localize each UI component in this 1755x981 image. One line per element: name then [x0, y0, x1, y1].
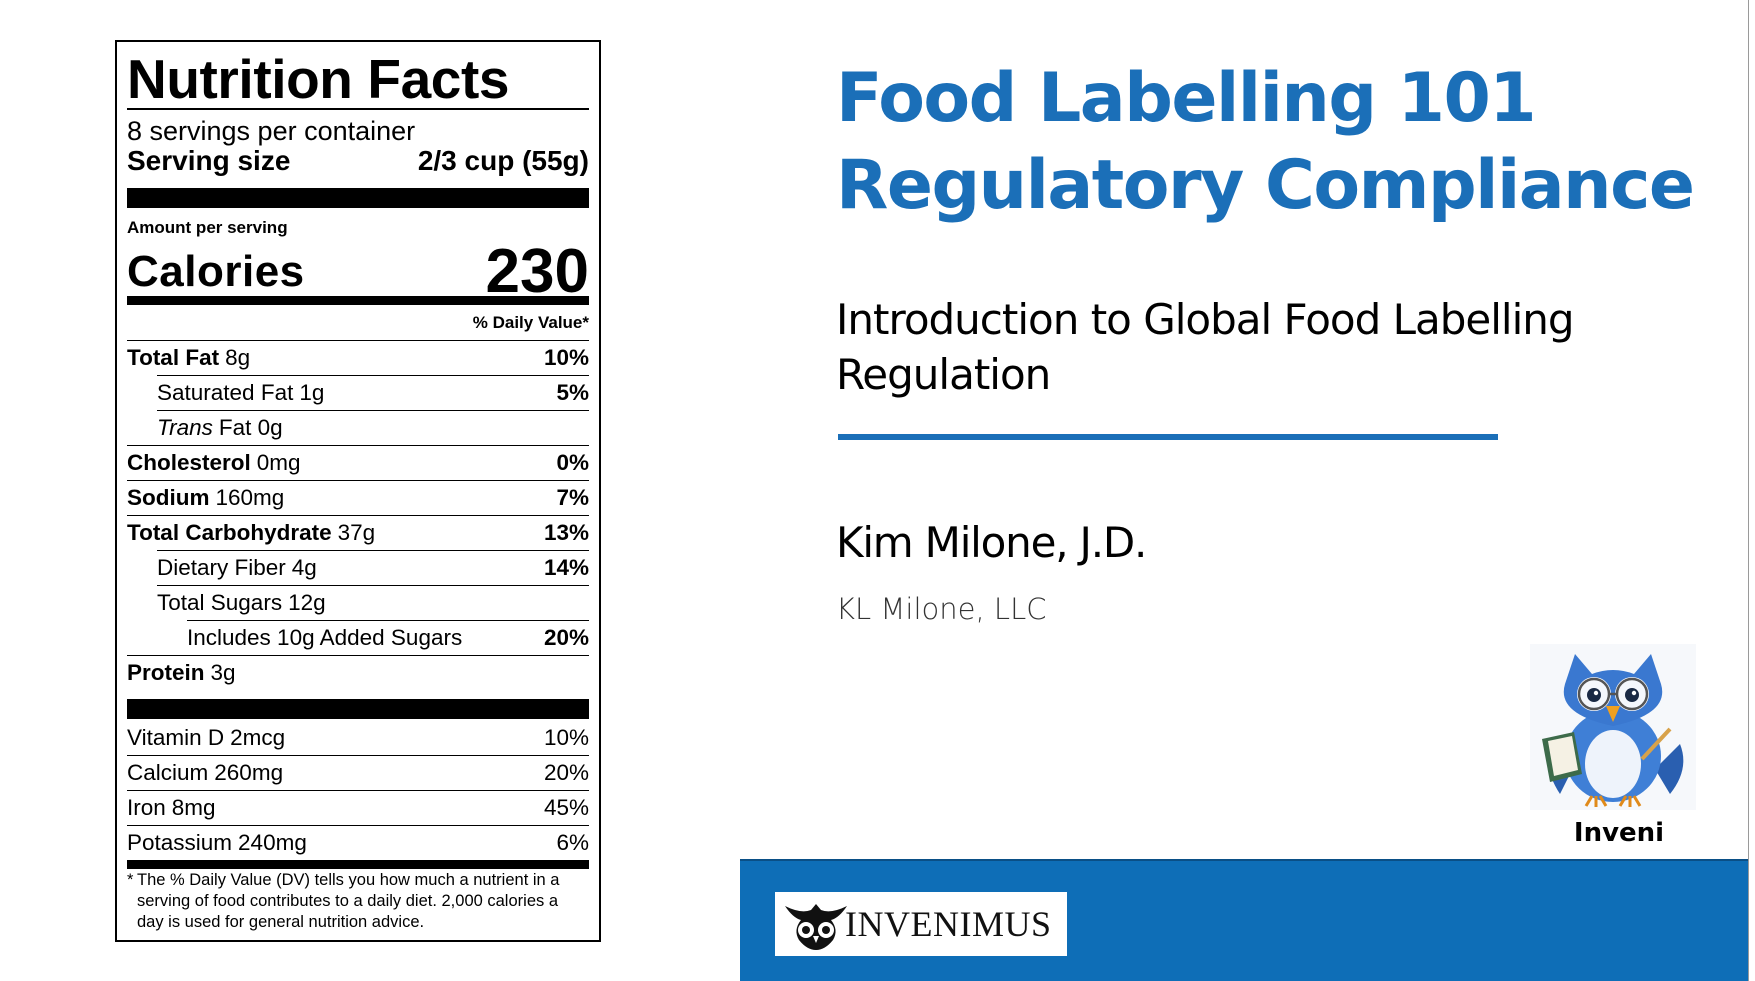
nutrient-row: Sodium 160mg 7% — [127, 480, 589, 515]
nutrient-name: Protein — [127, 660, 205, 685]
author-organization: KL Milone, LLC — [836, 592, 1047, 626]
nutrition-facts-title: Nutrition Facts — [127, 48, 510, 110]
calories-row: Calories 230 — [127, 230, 589, 314]
rule — [127, 108, 589, 110]
nutrition-facts-label: Nutrition Facts 8 servings per container… — [115, 40, 601, 942]
nutrient-name: Trans — [157, 415, 213, 440]
nutrient-row: Iron 8mg 45% — [127, 790, 589, 825]
nutrient-name: Dietary Fiber — [157, 555, 286, 580]
nutrient-amount: 240mg — [238, 830, 307, 855]
daily-value-header: % Daily Value* — [472, 313, 589, 332]
daily-value-footnote: * The % Daily Value (DV) tells you how m… — [127, 870, 589, 933]
nutrient-row: Total Fat 8g 10% — [127, 340, 589, 375]
nutrient-amount: 2mcg — [230, 724, 286, 750]
nutrient-name: Cholesterol — [127, 450, 251, 475]
title-divider — [838, 434, 1498, 440]
nutrient-amount: 8mg — [171, 795, 216, 820]
nutrient-dv: 13% — [543, 520, 589, 545]
logo-owl-icon — [785, 904, 847, 950]
slide-title-line-2: Regulatory Compliance — [836, 146, 1695, 225]
nutrient-dv: 7% — [556, 485, 589, 510]
nutrient-name: Vitamin D — [127, 724, 225, 750]
nutrient-dv: 10% — [543, 724, 589, 750]
serving-size-value: 2/3 cup (55g) — [417, 145, 589, 176]
nutrient-amount: 0mg — [256, 450, 301, 475]
nutrient-name: Includes 10g Added Sugars — [187, 625, 463, 650]
nutrient-amount: 1g — [299, 380, 325, 405]
nutrient-row: Vitamin D 2mcg 10% — [127, 720, 589, 755]
calories-value: 230 — [485, 237, 589, 306]
nutrient-name: Calcium — [127, 760, 209, 785]
owl-mascot-icon — [1530, 644, 1696, 810]
nutrient-amount: 8g — [225, 345, 251, 370]
nutrient-dv: 20% — [543, 760, 589, 785]
slide-title-line-1: Food Labelling 101 — [836, 59, 1537, 138]
nutrient-row: Dietary Fiber 4g 14% — [157, 550, 589, 585]
serving-size-row: Serving size 2/3 cup (55g) — [127, 144, 589, 178]
nutrient-row: Trans Fat 0g — [157, 410, 589, 445]
nutrient-name: Total Carbohydrate — [127, 520, 332, 545]
nutrient-dv: 10% — [543, 345, 589, 370]
thick-bar — [127, 188, 589, 208]
nutrient-row: Potassium 240mg 6% — [127, 825, 589, 860]
calories-label: Calories — [127, 247, 305, 296]
footnote-asterisk: * — [127, 871, 134, 889]
nutrient-name: Total Fat — [127, 345, 220, 370]
nutrient-name: Iron — [127, 795, 166, 820]
mascot-caption: Inveni — [1573, 818, 1665, 848]
logo-text: INVENIMUS — [845, 904, 1052, 944]
nutrient-amount: 12g — [288, 590, 326, 615]
slide-subtitle: Introduction to Global Food Labelling Re… — [836, 295, 1575, 399]
nutrient-amount: 260mg — [214, 760, 284, 785]
nutrient-row: Calcium 260mg 20% — [127, 755, 589, 790]
medium-bar — [127, 860, 589, 869]
nutrient-row: Includes 10g Added Sugars 20% — [187, 620, 589, 655]
nutrient-dv: 45% — [543, 795, 589, 820]
invenimus-logo: INVENIMUS — [775, 892, 1067, 956]
nutrient-amount: 37g — [337, 520, 376, 545]
servings-per-container: 8 servings per container — [127, 116, 416, 146]
nutrient-name: Saturated Fat — [157, 380, 294, 405]
nutrient-amount: Fat 0g — [218, 415, 283, 440]
nutrient-dv: 0% — [556, 450, 589, 475]
footnote-text: The % Daily Value (DV) tells you how muc… — [137, 871, 560, 931]
author-name: Kim Milone, J.D. — [836, 518, 1147, 567]
nutrient-dv: 5% — [556, 380, 589, 405]
nutrient-name: Total Sugars — [157, 590, 283, 615]
nutrient-dv: 6% — [556, 830, 589, 855]
slide-edge — [1748, 0, 1749, 981]
nutrient-row: Total Sugars 12g — [157, 585, 589, 620]
nutrient-amount: 3g — [210, 660, 236, 685]
amount-per-serving: Amount per serving — [127, 218, 288, 237]
nutrient-row: Protein 3g — [127, 655, 589, 690]
nutrient-amount: 4g — [291, 555, 317, 580]
nutrient-name: Sodium — [127, 485, 210, 510]
nutrient-dv: 20% — [543, 625, 589, 650]
nutrient-row: Total Carbohydrate 37g 13% — [127, 515, 589, 550]
nutrient-dv: 14% — [543, 555, 589, 580]
thick-bar — [127, 699, 589, 719]
nutrient-row: Cholesterol 0mg 0% — [127, 445, 589, 480]
nutrient-amount: 160mg — [215, 485, 285, 510]
serving-size-label: Serving size — [127, 145, 291, 176]
medium-bar — [127, 296, 589, 305]
nutrient-row: Saturated Fat 1g 5% — [157, 375, 589, 410]
nutrient-name: Potassium — [127, 830, 233, 855]
